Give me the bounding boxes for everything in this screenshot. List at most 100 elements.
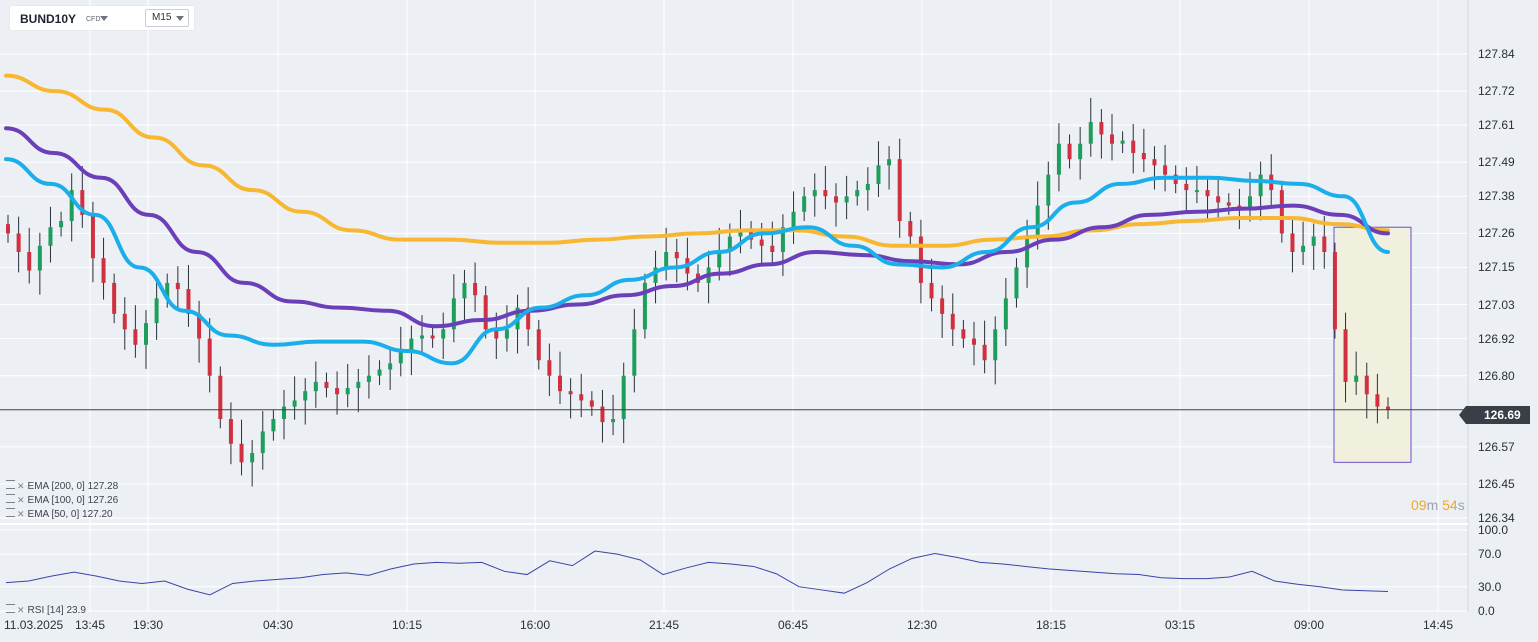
candle (218, 366, 223, 429)
rsi-tick-label: 70.0 (1478, 547, 1502, 562)
settings-icon[interactable] (6, 480, 15, 489)
chart-grid (0, 0, 1469, 612)
candle (48, 206, 53, 263)
candle (621, 362, 626, 444)
price-tick-label: 127.15 (1478, 260, 1515, 275)
close-icon[interactable]: ✕ (17, 495, 25, 505)
candle (547, 343, 552, 397)
candle (791, 191, 796, 244)
rsi-series (5, 550, 1389, 596)
candle (1184, 167, 1189, 211)
candle (1110, 114, 1114, 161)
chevron-down-icon[interactable] (176, 16, 184, 21)
candle (1152, 146, 1157, 190)
candle (834, 183, 838, 227)
time-tick-label: 04:30 (263, 618, 294, 632)
candle (865, 167, 870, 211)
ema-line (4, 126, 1390, 329)
candle (1099, 109, 1104, 159)
candle (887, 146, 892, 190)
settings-icon[interactable] (6, 604, 15, 613)
candle (1088, 97, 1093, 157)
candle (844, 175, 849, 220)
candle (335, 371, 340, 415)
legend-ema200[interactable]: ✕ EMA [200, 0] 127.28 (6, 480, 118, 492)
close-icon[interactable]: ✕ (17, 481, 25, 491)
close-icon[interactable]: ✕ (17, 605, 25, 615)
candle (897, 138, 902, 238)
price-tick-label: 127.61 (1478, 118, 1515, 133)
time-tick-label: 13:45 (75, 618, 106, 632)
legend-ema50[interactable]: ✕ EMA [50, 0] 127.20 (6, 508, 113, 520)
candle (780, 214, 785, 277)
candle (1290, 216, 1295, 273)
legend-ema100[interactable]: ✕ EMA [100, 0] 127.26 (6, 494, 118, 506)
candle (1067, 134, 1072, 169)
timeframe-selector[interactable]: M15 (145, 9, 189, 27)
candle (1025, 219, 1030, 288)
candle (1311, 223, 1316, 270)
candle (1279, 180, 1284, 243)
candle (1078, 127, 1083, 180)
candle (876, 141, 881, 197)
last-price-tag: 126.69 (1459, 406, 1530, 424)
price-tick-label: 127.03 (1478, 297, 1515, 312)
symbol-name: BUND10Y (20, 12, 77, 26)
settings-icon[interactable] (6, 494, 15, 503)
candle (366, 355, 371, 399)
candle (770, 221, 775, 265)
candle (1364, 362, 1369, 419)
candle (579, 373, 584, 418)
timeframe-label: M15 (152, 12, 172, 23)
candle (558, 351, 562, 405)
settings-icon[interactable] (6, 508, 15, 517)
candle (1131, 123, 1136, 174)
candle (982, 320, 987, 374)
candle (600, 389, 605, 443)
candle (1332, 242, 1337, 339)
time-tick-label: 11.03.2025 (4, 618, 64, 632)
price-tick-label: 126.92 (1478, 331, 1515, 346)
candle-countdown: 09m 54s (1411, 497, 1465, 513)
candle (1035, 181, 1040, 250)
candle (292, 376, 297, 420)
candle (282, 389, 286, 440)
price-tick-label: 126.57 (1478, 439, 1515, 454)
chevron-down-icon[interactable] (100, 16, 108, 21)
candle (802, 187, 807, 222)
candle (37, 232, 42, 295)
candle (260, 410, 265, 470)
candle (356, 368, 361, 413)
candle (112, 273, 117, 324)
close-icon[interactable]: ✕ (17, 509, 25, 519)
ema-line (4, 157, 1390, 366)
candle (642, 273, 647, 339)
candle (653, 250, 658, 304)
candle (674, 238, 679, 283)
candle (1141, 128, 1146, 173)
candle (483, 286, 488, 339)
candle (940, 285, 945, 338)
time-tick-label: 14:45 (1423, 618, 1454, 632)
candle (961, 320, 966, 348)
candle (1194, 165, 1199, 204)
rsi-tick-label: 30.0 (1478, 579, 1502, 594)
candle (1301, 221, 1306, 265)
candle (1258, 161, 1263, 221)
candle (1386, 397, 1390, 420)
candle (1354, 351, 1359, 395)
symbol-selector[interactable]: BUND10Y CFD M15 (10, 6, 194, 30)
candle (515, 294, 520, 354)
legend-rsi[interactable]: ✕ RSI [14] 23.9 (6, 604, 86, 616)
candle (324, 372, 329, 398)
price-tick-label: 127.26 (1478, 226, 1515, 241)
candle (303, 378, 308, 425)
candle (144, 310, 148, 369)
candle (122, 297, 127, 350)
candle (568, 378, 573, 419)
candle (1343, 312, 1348, 403)
time-tick-label: 18:15 (1036, 618, 1067, 632)
candle (313, 361, 318, 408)
candle (611, 394, 616, 436)
